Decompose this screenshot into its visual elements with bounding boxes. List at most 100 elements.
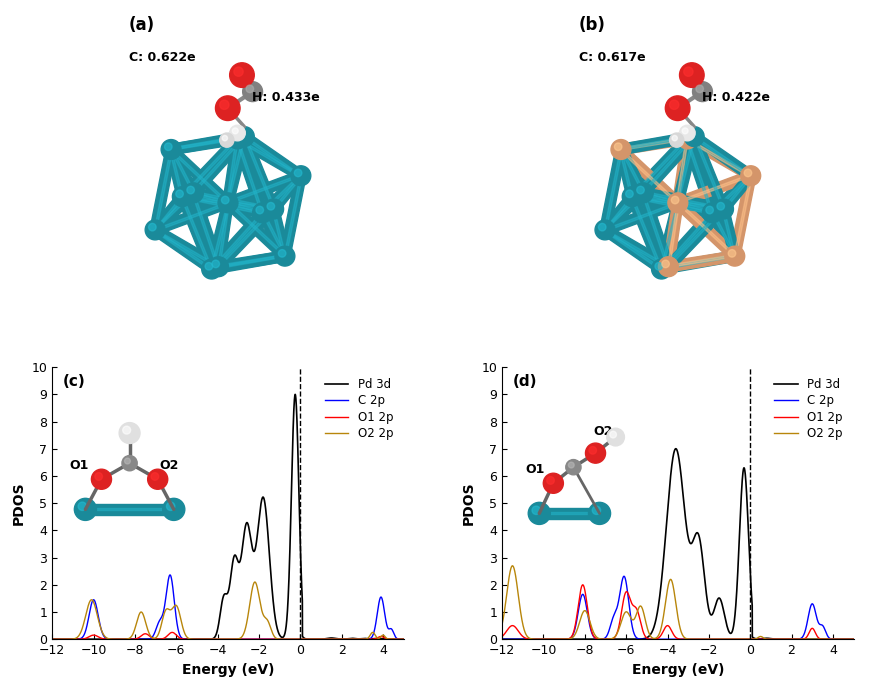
Pd 3d (848, 635, 859, 643)
Polygon shape (629, 135, 691, 200)
Polygon shape (181, 138, 238, 197)
Circle shape (275, 246, 294, 266)
Pd 3d (290, 390, 300, 398)
Pd 3d (631, 635, 642, 643)
Polygon shape (258, 210, 289, 258)
Circle shape (231, 133, 239, 140)
Polygon shape (719, 208, 739, 257)
Polygon shape (208, 209, 267, 273)
Pd 3d (108, 635, 118, 643)
O2 2p (537, 635, 548, 643)
Polygon shape (660, 251, 736, 274)
Circle shape (622, 187, 642, 207)
Circle shape (670, 133, 684, 148)
C 2p (165, 571, 175, 579)
Polygon shape (170, 134, 239, 154)
Circle shape (684, 67, 693, 76)
Circle shape (625, 190, 633, 198)
C 2p (276, 635, 287, 643)
Polygon shape (708, 210, 739, 258)
Polygon shape (182, 196, 228, 205)
Circle shape (672, 197, 679, 204)
Polygon shape (693, 136, 751, 177)
Polygon shape (270, 173, 305, 212)
Polygon shape (227, 202, 286, 257)
Line: C 2p: C 2p (52, 575, 404, 639)
Polygon shape (150, 148, 176, 231)
Circle shape (233, 128, 239, 134)
Circle shape (687, 130, 695, 137)
Polygon shape (632, 196, 678, 205)
Polygon shape (620, 131, 695, 154)
Pd 3d (537, 635, 548, 643)
Polygon shape (237, 135, 245, 139)
Polygon shape (218, 208, 274, 267)
C 2p (557, 635, 568, 643)
Line: C 2p: C 2p (502, 576, 854, 639)
Polygon shape (682, 137, 718, 214)
C 2p (392, 634, 402, 643)
Text: H: 0.433e: H: 0.433e (252, 91, 320, 104)
Polygon shape (667, 203, 679, 267)
Polygon shape (152, 226, 214, 273)
Circle shape (725, 246, 745, 266)
O2 2p (87, 596, 98, 605)
C 2p (399, 635, 409, 643)
Polygon shape (181, 192, 264, 218)
Polygon shape (709, 172, 754, 216)
C 2p (197, 635, 207, 643)
Polygon shape (223, 138, 243, 203)
O2 2p (841, 635, 852, 643)
Circle shape (205, 262, 213, 270)
Polygon shape (712, 212, 736, 256)
Text: (d): (d) (512, 374, 537, 389)
Circle shape (202, 259, 221, 279)
C 2p (618, 572, 629, 580)
Circle shape (267, 203, 274, 210)
Circle shape (172, 187, 192, 207)
Polygon shape (676, 139, 688, 203)
Polygon shape (620, 134, 688, 154)
Polygon shape (685, 135, 753, 180)
O1 2p (557, 635, 568, 643)
Polygon shape (154, 150, 172, 231)
Polygon shape (225, 199, 288, 260)
Polygon shape (618, 146, 681, 207)
Circle shape (187, 186, 194, 194)
Circle shape (165, 143, 172, 150)
Polygon shape (227, 174, 301, 203)
Polygon shape (627, 194, 666, 271)
O2 2p (108, 635, 118, 643)
Circle shape (279, 250, 286, 257)
Polygon shape (181, 197, 213, 270)
Polygon shape (211, 251, 286, 274)
O2 2p (647, 634, 658, 642)
O2 2p (558, 635, 569, 643)
Polygon shape (657, 201, 683, 270)
Polygon shape (259, 172, 305, 216)
Polygon shape (604, 196, 633, 231)
Circle shape (184, 183, 203, 203)
O2 2p (392, 635, 402, 643)
Polygon shape (236, 139, 263, 214)
Line: O2 2p: O2 2p (52, 582, 404, 639)
Pd 3d (197, 635, 207, 643)
Polygon shape (228, 201, 273, 210)
O2 2p (507, 562, 517, 570)
Polygon shape (676, 171, 753, 207)
C 2p (47, 635, 57, 643)
Polygon shape (722, 209, 735, 256)
Polygon shape (712, 175, 752, 214)
Circle shape (744, 169, 752, 177)
Text: (c): (c) (63, 374, 85, 389)
Circle shape (149, 223, 156, 231)
Polygon shape (616, 148, 638, 198)
Circle shape (611, 139, 631, 159)
Polygon shape (603, 225, 671, 271)
Text: (b): (b) (578, 16, 605, 34)
C 2p (848, 635, 859, 643)
Polygon shape (261, 175, 301, 214)
Legend: Pd 3d, C 2p, O1 2p, O2 2p: Pd 3d, C 2p, O1 2p, O2 2p (770, 373, 847, 445)
Polygon shape (730, 175, 756, 257)
Polygon shape (215, 205, 277, 270)
